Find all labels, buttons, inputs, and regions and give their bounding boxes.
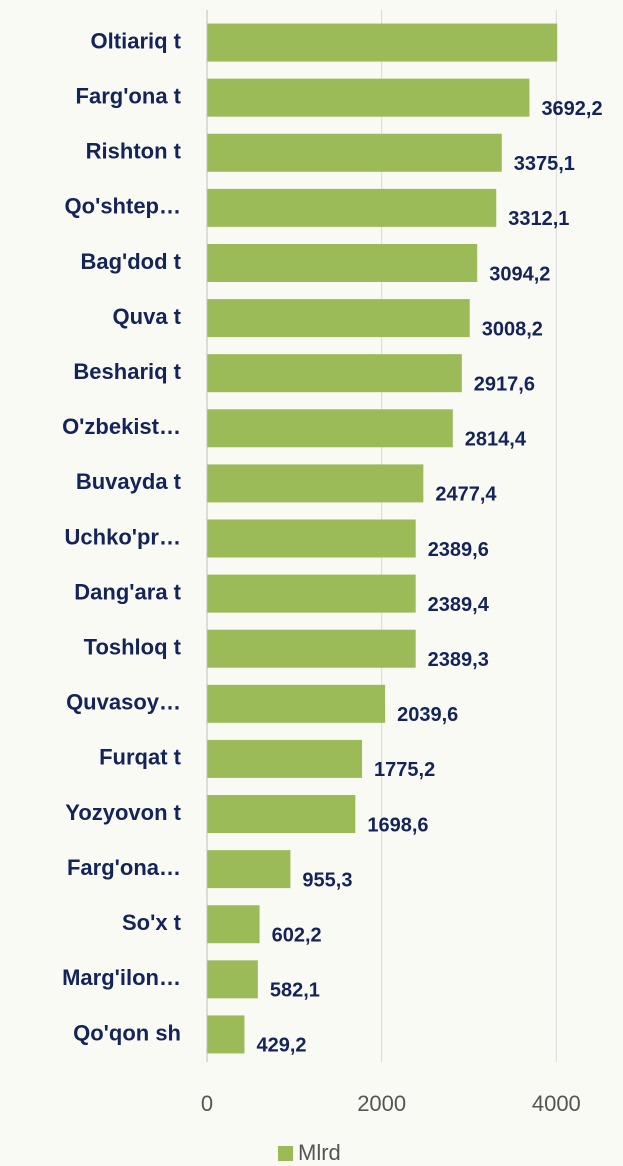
y-tick-label: Yozyovon t [65,800,181,825]
data-label: 2917,6 [474,373,535,395]
data-label: 2477,4 [435,484,497,506]
bar [207,739,363,778]
data-label: 1775,2 [374,759,435,781]
data-label: 2389,4 [428,594,490,616]
data-label: 955,3 [302,869,352,891]
y-tick-label: Qo'shtep… [65,194,181,219]
y-tick-label: Uchko'pr… [65,524,181,549]
y-tick-label: Rishton t [86,139,182,164]
legend-swatch [278,1146,293,1161]
legend-label: Mlrd [298,1140,341,1165]
bar [207,1015,245,1054]
y-tick-label: Beshariq t [73,359,181,384]
data-label: 1698,6 [367,814,428,836]
x-tick-label: 2000 [357,1091,406,1116]
bar [207,354,462,393]
y-tick-label: So'x t [122,910,182,935]
bar [207,188,497,227]
data-label: 3692,2 [541,98,602,120]
data-label: 3312,1 [508,208,569,230]
bar [207,23,558,62]
y-tick-label: Quva t [113,304,182,329]
bar [207,519,416,558]
data-label: 3008,2 [482,318,543,340]
data-label: 429,2 [256,1035,306,1057]
y-tick-label: Farg'ona… [67,855,181,880]
bar [207,243,478,282]
bar [207,574,416,613]
bar [207,960,258,999]
y-tick-label: Qo'qon sh [73,1020,181,1045]
y-tick-label: Oltiariq t [91,28,182,53]
x-tick-label: 4000 [532,1091,581,1116]
data-label: 2039,6 [397,704,458,726]
data-label: 3094,2 [489,263,550,285]
y-tick-label: Buvayda t [76,469,182,494]
y-tick-label: Bag'dod t [80,249,181,274]
y-tick-label: Toshloq t [84,635,182,660]
y-tick-label: Quvasoy… [66,690,181,715]
y-tick-label: Marg'ilon… [62,965,181,990]
bar [207,795,356,834]
data-label: 3375,1 [514,153,575,175]
data-label: 2389,6 [428,539,489,561]
y-tick-label: Dang'ara t [74,579,181,604]
data-label: 2389,3 [428,649,489,671]
y-tick-label: Furqat t [99,745,182,770]
data-label: 602,2 [272,925,322,947]
y-tick-label: Farg'ona t [76,83,182,108]
bar [207,629,416,668]
bar [207,684,386,723]
bar [207,299,470,338]
x-tick-label: 0 [201,1091,213,1116]
bar [207,905,260,944]
bar [207,850,291,889]
y-tick-label: O'zbekist… [62,414,181,439]
data-label: 2814,4 [465,429,527,451]
bar [207,133,502,172]
data-label: 582,1 [270,980,320,1002]
bar [207,409,453,448]
bar [207,464,424,503]
bar [207,78,530,117]
